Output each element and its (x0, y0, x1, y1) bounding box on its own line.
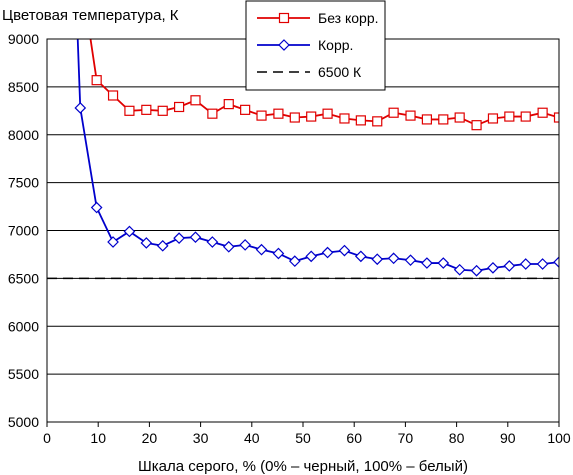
y-axis-ticks: 5000 5500 6000 6500 7000 7500 8000 8500 9000 (8, 31, 39, 430)
legend-label: Корр. (318, 37, 353, 53)
x-tick-label: 50 (295, 430, 311, 446)
x-tick-label: 90 (500, 430, 516, 446)
x-axis-ticks: 0 10 20 30 40 50 60 70 80 90 100 (43, 422, 571, 446)
data-point (487, 261, 499, 274)
data-point (355, 115, 366, 126)
data-point (553, 256, 559, 268)
x-tick-label: 0 (43, 430, 51, 446)
data-point (306, 111, 317, 122)
data-point (355, 250, 367, 263)
legend-marker (278, 39, 290, 51)
data-point (173, 101, 185, 113)
y-tick-label: 7500 (8, 175, 39, 191)
y-tick-label: 5500 (8, 366, 39, 382)
y-tick-label: 5000 (8, 414, 39, 430)
x-tick-label: 20 (142, 430, 158, 446)
data-point (404, 254, 417, 267)
data-point (123, 225, 136, 238)
x-axis-label: Шкала серого, % (0% – черный, 100% – бел… (138, 458, 468, 475)
data-point (339, 113, 350, 124)
data-point (140, 237, 153, 249)
data-point (107, 90, 119, 101)
data-point (371, 253, 384, 266)
data-point (421, 114, 433, 125)
data-point (321, 246, 334, 259)
data-point (388, 107, 399, 118)
data-point (387, 252, 400, 265)
data-point (338, 244, 351, 257)
data-point (289, 112, 300, 123)
data-point (470, 264, 483, 277)
data-point (288, 255, 301, 267)
data-point (454, 112, 465, 123)
data-point (240, 104, 251, 115)
data-point (173, 232, 185, 245)
x-tick-label: 10 (90, 430, 106, 446)
x-tick-label: 70 (398, 430, 414, 446)
data-point (189, 231, 202, 244)
data-point (222, 240, 235, 253)
data-point (405, 110, 416, 121)
data-point (272, 247, 285, 260)
y-tick-label: 6500 (8, 270, 39, 286)
data-point (536, 258, 549, 270)
data-point (520, 111, 531, 122)
data-point (487, 113, 499, 124)
x-tick-label: 80 (449, 430, 465, 446)
series-0 (89, 39, 559, 131)
legend-marker (278, 12, 290, 24)
chart-title: Цветовая температура, К (2, 7, 179, 24)
y-tick-label: 9000 (8, 31, 39, 47)
data-point (90, 201, 103, 214)
legend-label: Без корр. (318, 10, 379, 26)
data-point (453, 263, 466, 276)
data-point (74, 102, 87, 114)
data-point (372, 116, 383, 127)
data-point (438, 114, 449, 125)
legend-label: 6500 К (318, 64, 362, 80)
data-point (421, 257, 433, 269)
y-tick-label: 7000 (8, 223, 39, 239)
data-point (223, 99, 234, 110)
data-point (141, 104, 152, 115)
data-point (519, 258, 532, 270)
data-point (91, 75, 102, 86)
data-point (107, 236, 119, 248)
data-point (503, 260, 516, 272)
data-point (239, 239, 251, 251)
x-tick-label: 100 (547, 430, 571, 446)
data-point (255, 243, 268, 256)
series-1 (74, 39, 559, 277)
data-point (256, 110, 267, 121)
data-point (207, 108, 218, 119)
data-point (190, 95, 201, 106)
data-point (206, 236, 219, 248)
y-tick-label: 6000 (8, 318, 39, 334)
data-point (124, 105, 135, 116)
x-tick-label: 40 (244, 430, 260, 446)
data-point (504, 111, 515, 122)
y-tick-label: 8500 (8, 79, 39, 95)
data-point (553, 112, 559, 123)
data-point (437, 257, 450, 269)
data-point (156, 239, 169, 252)
x-tick-label: 60 (346, 430, 362, 446)
legend: Без корр. Корр. 6500 К (245, 0, 386, 91)
data-point (537, 107, 548, 118)
series-lines (47, 39, 559, 280)
grid-lines (47, 38, 559, 423)
data-point (322, 108, 333, 119)
data-point (273, 108, 284, 119)
y-tick-label: 8000 (8, 127, 39, 143)
x-tick-label: 30 (193, 430, 209, 446)
data-point (157, 105, 168, 116)
data-point (471, 120, 482, 131)
data-point (305, 250, 318, 263)
